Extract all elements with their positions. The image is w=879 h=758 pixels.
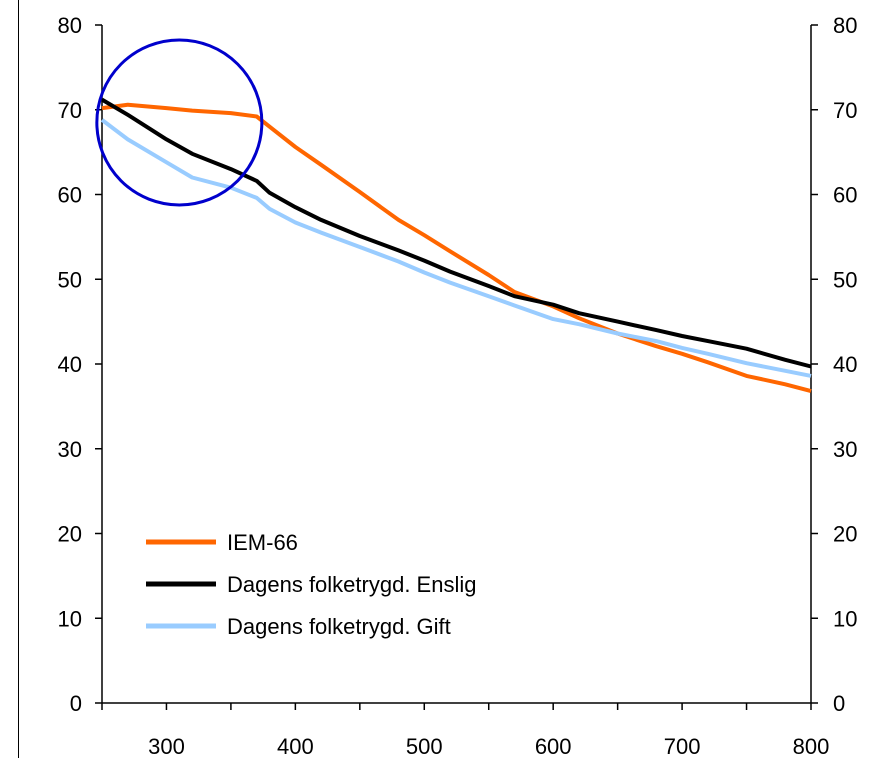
plot-area: [101, 25, 812, 704]
x-tick-label: 300: [148, 734, 185, 758]
page-left-border: [18, 0, 19, 758]
series-line-1: [101, 102, 812, 394]
right-y-axis: 0 10 20 30 40 50 60 70 80: [811, 13, 857, 716]
y-tick-label-right: 30: [833, 437, 857, 462]
y-tick-label-left: 70: [58, 98, 82, 123]
y-tick-label-left: 80: [58, 13, 82, 38]
legend-label-2: Dagens folketrygd. Enslig: [227, 572, 476, 597]
x-tick-label: 800: [793, 734, 830, 758]
y-tick-label-right: 0: [833, 691, 845, 716]
legend-label-3: Dagens folketrygd. Gift: [227, 614, 451, 639]
series-line-2: [100, 97, 812, 369]
y-tick-label-left: 50: [58, 267, 82, 292]
y-tick-label-left: 0: [70, 691, 82, 716]
legend-label-1: IEM-66: [227, 530, 298, 555]
left-y-axis: 0 10 20 30 40 50 60 70 80: [58, 13, 102, 716]
y-tick-label-right: 70: [833, 98, 857, 123]
x-tick-label: 500: [406, 734, 443, 758]
y-tick-label-left: 30: [58, 437, 82, 462]
x-axis: 300 400 500 600 700 800: [101, 703, 830, 758]
x-tick-label: 400: [277, 734, 314, 758]
y-tick-label-right: 10: [833, 606, 857, 631]
x-tick-label: 600: [535, 734, 572, 758]
y-tick-label-right: 50: [833, 267, 857, 292]
y-tick-label-right: 40: [833, 352, 857, 377]
y-tick-label-left: 60: [58, 183, 82, 208]
highlight-circle: [95, 38, 264, 207]
series-line-3: [100, 118, 812, 378]
y-tick-label-right: 80: [833, 13, 857, 38]
x-tick-label: 700: [664, 734, 701, 758]
y-tick-label-left: 40: [58, 352, 82, 377]
annotation-layer: [95, 38, 264, 207]
y-tick-label-left: 20: [58, 522, 82, 547]
y-tick-label-right: 20: [833, 522, 857, 547]
series-lines: [100, 97, 812, 394]
legend: IEM-66 Dagens folketrygd. Enslig Dagens fo…: [146, 530, 476, 639]
y-tick-label-right: 60: [833, 183, 857, 208]
y-tick-label-left: 10: [58, 606, 82, 631]
